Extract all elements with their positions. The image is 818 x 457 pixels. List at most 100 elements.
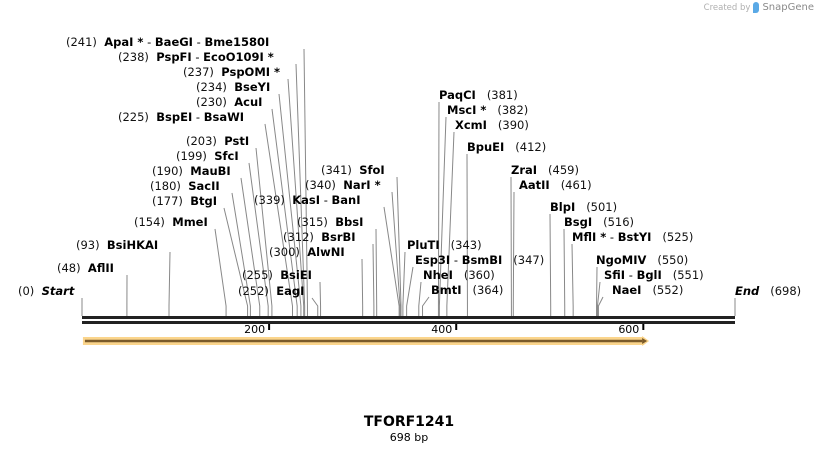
enzyme-name[interactable]: BaeGI bbox=[155, 35, 193, 49]
enzyme-name[interactable]: XcmI bbox=[455, 118, 487, 132]
enzyme-name[interactable]: ZraI bbox=[511, 163, 537, 177]
site-label[interactable]: (93) BsiHKAI bbox=[76, 238, 158, 252]
site-label[interactable]: (230) AcuI bbox=[196, 95, 262, 109]
enzyme-name[interactable]: End bbox=[735, 284, 759, 298]
enzyme-name[interactable]: EcoO109I * bbox=[203, 50, 274, 64]
enzyme-name[interactable]: NaeI bbox=[612, 283, 641, 297]
site-label[interactable]: (177) BtgI bbox=[152, 194, 217, 208]
enzyme-name[interactable]: MflI * bbox=[572, 230, 606, 244]
site-label[interactable]: BpuEI (412) bbox=[467, 140, 546, 154]
enzyme-name[interactable]: PluTI bbox=[407, 238, 440, 252]
site-label[interactable]: (234) BseYI bbox=[196, 80, 270, 94]
site-label[interactable]: (225) BspEI - BsaWI bbox=[118, 110, 244, 124]
enzyme-name[interactable]: BsiEI bbox=[280, 268, 312, 282]
site-label[interactable]: (300) AlwNI bbox=[269, 245, 345, 259]
enzyme-name[interactable]: BsaWI bbox=[204, 110, 244, 124]
enzyme-name[interactable]: MscI * bbox=[447, 103, 486, 117]
enzyme-name[interactable]: BtgI bbox=[190, 194, 217, 208]
axis-tick bbox=[268, 324, 270, 330]
enzyme-name[interactable]: Start bbox=[42, 284, 75, 298]
site-label[interactable]: SfiI - BglI (551) bbox=[604, 268, 704, 282]
site-line bbox=[403, 252, 405, 316]
site-label[interactable]: End (698) bbox=[735, 284, 801, 298]
site-label[interactable]: (312) BsrBI bbox=[283, 230, 356, 244]
enzyme-name[interactable]: MauBI bbox=[190, 164, 230, 178]
site-line bbox=[312, 298, 318, 316]
enzyme-name[interactable]: AcuI bbox=[234, 95, 262, 109]
enzyme-name[interactable]: PspOMI * bbox=[221, 65, 280, 79]
enzyme-name[interactable]: BstYI bbox=[618, 230, 652, 244]
enzyme-name[interactable]: Bme1580I bbox=[204, 35, 269, 49]
site-label[interactable]: MflI * - BstYI (525) bbox=[572, 230, 693, 244]
enzyme-name[interactable]: PspFI bbox=[156, 50, 191, 64]
site-label[interactable]: (203) PstI bbox=[186, 134, 249, 148]
site-label[interactable]: (252) EagI bbox=[238, 284, 304, 298]
site-label[interactable]: (154) MmeI bbox=[134, 215, 208, 229]
site-label[interactable]: Esp3I - BsmBI (347) bbox=[415, 253, 544, 267]
site-label[interactable]: (180) SacII bbox=[150, 179, 220, 193]
enzyme-name[interactable]: PstI bbox=[224, 134, 249, 148]
site-label[interactable]: NaeI (552) bbox=[612, 283, 683, 297]
enzyme-name[interactable]: BspEI bbox=[156, 110, 192, 124]
site-label[interactable]: BsgI (516) bbox=[564, 215, 634, 229]
enzyme-name[interactable]: BbsI bbox=[335, 215, 363, 229]
site-label[interactable]: PluTI (343) bbox=[407, 238, 482, 252]
site-position: (412) bbox=[515, 140, 546, 154]
enzyme-name[interactable]: SfcI bbox=[214, 149, 238, 163]
site-position: (312) bbox=[283, 230, 314, 244]
site-position: (552) bbox=[652, 283, 683, 297]
enzyme-name[interactable]: PaqCI bbox=[439, 88, 476, 102]
site-label[interactable]: (48) AflII bbox=[57, 261, 114, 275]
enzyme-name[interactable]: BanI bbox=[332, 193, 361, 207]
enzyme-name[interactable]: KasI bbox=[292, 193, 320, 207]
site-label[interactable]: AatII (461) bbox=[519, 178, 592, 192]
enzyme-name[interactable]: BsrBI bbox=[321, 230, 355, 244]
site-label[interactable]: (339) KasI - BanI bbox=[254, 193, 361, 207]
enzyme-name[interactable]: BseYI bbox=[234, 80, 270, 94]
enzyme-name[interactable]: SacII bbox=[188, 179, 219, 193]
enzyme-name[interactable]: BsmBI bbox=[462, 253, 503, 267]
enzyme-name[interactable]: Esp3I bbox=[415, 253, 450, 267]
enzyme-name[interactable]: BlpI bbox=[550, 200, 575, 214]
site-label[interactable]: MscI * (382) bbox=[447, 103, 528, 117]
enzyme-name[interactable]: AatII bbox=[519, 178, 550, 192]
site-label[interactable]: BlpI (501) bbox=[550, 200, 617, 214]
enzyme-name[interactable]: EagI bbox=[276, 284, 304, 298]
site-label[interactable]: (255) BsiEI bbox=[242, 268, 312, 282]
site-label[interactable]: (190) MauBI bbox=[152, 164, 231, 178]
enzyme-name[interactable]: SfoI bbox=[359, 163, 384, 177]
site-label[interactable]: ZraI (459) bbox=[511, 163, 579, 177]
site-label[interactable]: (238) PspFI - EcoO109I * bbox=[118, 50, 274, 64]
enzyme-name[interactable]: BsgI bbox=[564, 215, 592, 229]
enzyme-name[interactable]: NarI * bbox=[343, 178, 380, 192]
site-label[interactable]: (341) SfoI bbox=[321, 163, 385, 177]
enzyme-name[interactable]: AlwNI bbox=[307, 245, 344, 259]
site-enzyme-names: AatII bbox=[519, 178, 550, 192]
enzyme-name[interactable]: MmeI bbox=[172, 215, 208, 229]
enzyme-name[interactable]: NgoMIV bbox=[596, 253, 646, 267]
site-label[interactable]: BmtI (364) bbox=[431, 283, 503, 297]
separator: - bbox=[606, 230, 617, 244]
site-label[interactable]: (199) SfcI bbox=[176, 149, 239, 163]
enzyme-name[interactable]: BsiHKAI bbox=[107, 238, 158, 252]
site-label[interactable]: (237) PspOMI * bbox=[183, 65, 280, 79]
site-label[interactable]: (0) Start bbox=[18, 284, 74, 298]
enzyme-name[interactable]: BmtI bbox=[431, 283, 462, 297]
enzyme-name[interactable]: BpuEI bbox=[467, 140, 504, 154]
site-label[interactable]: XcmI (390) bbox=[455, 118, 529, 132]
enzyme-name[interactable]: NheI bbox=[423, 268, 453, 282]
site-label[interactable]: PaqCI (381) bbox=[439, 88, 518, 102]
site-enzyme-names: BmtI bbox=[431, 283, 462, 297]
site-line bbox=[407, 267, 413, 316]
site-enzyme-names: BpuEI bbox=[467, 140, 504, 154]
enzyme-name[interactable]: BglI bbox=[637, 268, 662, 282]
site-label[interactable]: NheI (360) bbox=[423, 268, 495, 282]
site-label[interactable]: (241) ApaI * - BaeGI - Bme1580I bbox=[66, 35, 269, 49]
site-label[interactable]: (315) BbsI bbox=[297, 215, 363, 229]
enzyme-name[interactable]: AflII bbox=[88, 261, 114, 275]
site-label[interactable]: NgoMIV (550) bbox=[596, 253, 688, 267]
site-line bbox=[376, 229, 377, 316]
enzyme-name[interactable]: ApaI * bbox=[104, 35, 143, 49]
site-label[interactable]: (340) NarI * bbox=[305, 178, 381, 192]
enzyme-name[interactable]: SfiI bbox=[604, 268, 625, 282]
